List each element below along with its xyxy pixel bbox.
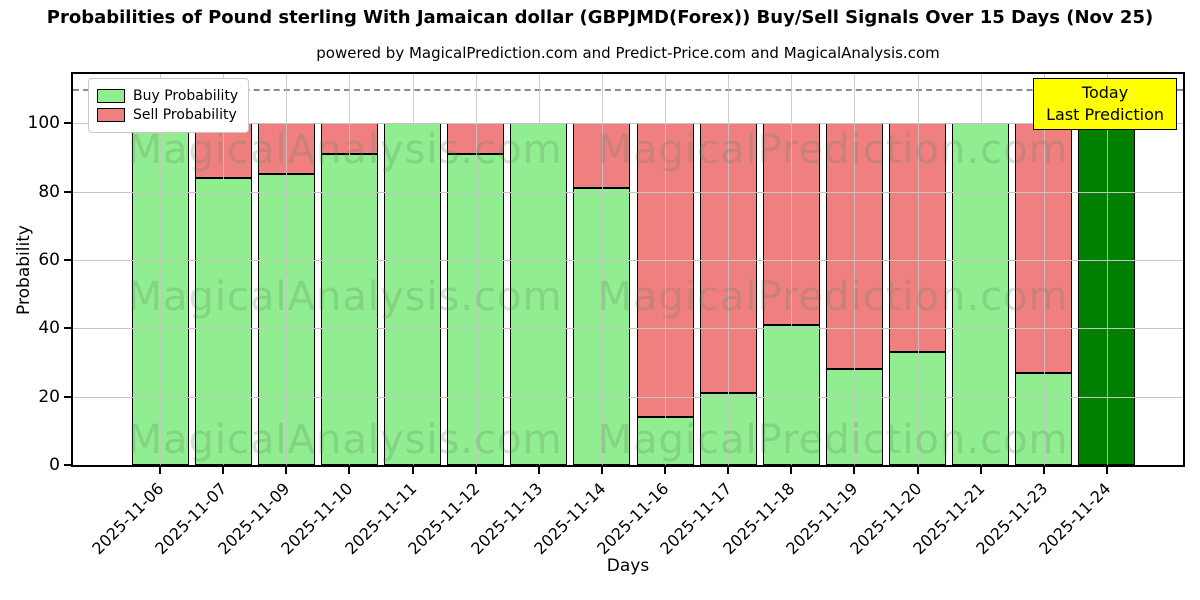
legend-item-sell: Sell Probability <box>97 107 238 123</box>
buy-swatch-icon <box>97 89 125 103</box>
y-tick-label-80: 80 <box>38 181 60 202</box>
x-tick-2025-11-09 <box>285 467 288 474</box>
watermark-text: MagicalPrediction.com <box>597 417 1069 463</box>
watermark-text: MagicalAnalysis.com <box>127 127 563 173</box>
gridline-x-2025-11-21 <box>980 74 982 465</box>
x-tick-2025-11-17 <box>727 467 730 474</box>
gridline-x-2025-11-12 <box>475 74 477 465</box>
x-axis-label: Days <box>606 556 650 576</box>
chart-title: Probabilities of Pound sterling With Jam… <box>46 7 1154 28</box>
gridline-x-2025-11-24 <box>1106 74 1108 465</box>
today-annotation: Today Last Prediction <box>1033 78 1177 130</box>
x-tick-2025-11-21 <box>979 467 982 474</box>
gridline-x-2025-11-20 <box>917 74 919 465</box>
y-tick-label-20: 20 <box>38 386 60 407</box>
sell-swatch-icon <box>97 108 125 122</box>
gridline-x-2025-11-10 <box>349 74 351 465</box>
y-tick-label-100: 100 <box>27 113 60 134</box>
y-tick-0 <box>64 464 71 466</box>
gridline-x-2025-11-16 <box>665 74 667 465</box>
y-tick-label-40: 40 <box>38 318 60 339</box>
legend-label-buy: Buy Probability <box>133 88 239 104</box>
gridline-x-2025-11-07 <box>223 74 225 465</box>
x-tick-2025-11-23 <box>1042 467 1045 474</box>
gridline-y-80 <box>73 191 1183 193</box>
y-tick-label-0: 0 <box>49 455 60 475</box>
y-tick-100 <box>64 122 71 125</box>
gridline-x-2025-11-17 <box>728 74 730 465</box>
x-tick-2025-11-16 <box>664 467 667 474</box>
watermark-text: MagicalAnalysis.com <box>127 417 563 463</box>
gridline-x-2025-11-18 <box>791 74 793 465</box>
today-annotation-line2: Last Prediction <box>1046 105 1164 124</box>
x-tick-2025-11-19 <box>853 467 856 474</box>
y-tick-60 <box>64 258 71 261</box>
x-tick-2025-11-18 <box>790 467 793 474</box>
gridline-x-2025-11-23 <box>1043 74 1045 465</box>
watermark-text: MagicalAnalysis.com <box>127 274 563 320</box>
dashed-line-110 <box>73 89 1183 92</box>
x-tick-2025-11-12 <box>474 467 477 474</box>
y-tick-80 <box>64 190 71 193</box>
y-tick-40 <box>64 327 71 330</box>
x-tick-2025-11-07 <box>222 467 225 474</box>
x-tick-2025-11-13 <box>537 467 540 474</box>
legend-item-buy: Buy Probability <box>97 88 238 104</box>
grid-layer <box>73 74 1183 465</box>
plot-area: MagicalAnalysis.com MagicalPrediction.com… <box>73 74 1183 465</box>
gridline-y-20 <box>73 396 1183 398</box>
gridline-x-2025-11-09 <box>286 74 288 465</box>
y-tick-20 <box>64 395 71 398</box>
x-tick-2025-11-10 <box>348 467 351 474</box>
gridline-x-2025-11-13 <box>538 74 540 465</box>
x-tick-2025-11-24 <box>1105 467 1108 474</box>
x-tick-2025-11-11 <box>411 467 414 474</box>
gridline-x-2025-11-06 <box>160 74 161 465</box>
y-tick-label-60: 60 <box>38 249 60 270</box>
x-tick-2025-11-14 <box>600 467 603 474</box>
gridline-x-2025-11-11 <box>412 74 414 465</box>
gridline-x-2025-11-14 <box>601 74 603 465</box>
gridline-y-40 <box>73 328 1183 330</box>
gridline-y-100 <box>73 123 1183 125</box>
gridline-y-60 <box>73 259 1183 261</box>
today-annotation-line1: Today <box>1081 83 1129 102</box>
chart-subtitle: powered by MagicalPrediction.com and Pre… <box>316 44 940 62</box>
watermark-layer: MagicalAnalysis.com MagicalPrediction.com… <box>73 74 1183 465</box>
legend-label-sell: Sell Probability <box>133 107 237 123</box>
watermark-text: MagicalPrediction.com <box>597 127 1069 173</box>
x-tick-2025-11-06 <box>159 467 161 474</box>
watermark-text: MagicalPrediction.com <box>597 274 1069 320</box>
legend: Buy Probability Sell Probability <box>88 78 250 133</box>
gridline-x-2025-11-19 <box>854 74 856 465</box>
y-axis-label: Probability <box>14 225 34 315</box>
x-tick-2025-11-20 <box>916 467 919 474</box>
